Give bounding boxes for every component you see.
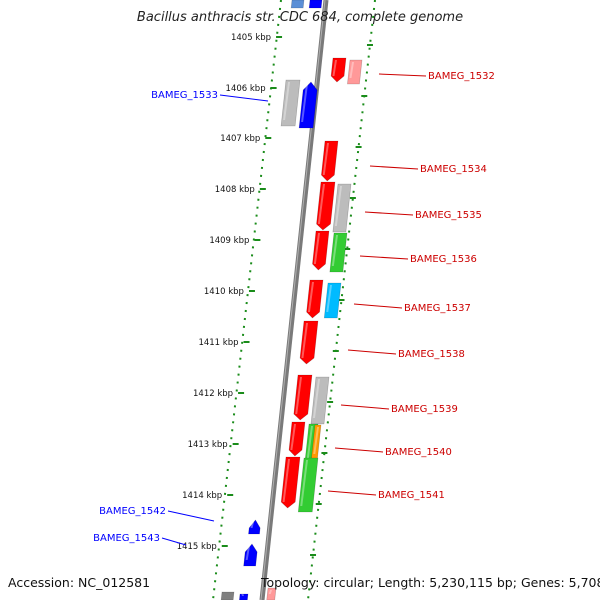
- forward-gene-feature: [299, 320, 319, 365]
- scale-tick-label: 1414 kbp: [182, 491, 222, 501]
- gene-label[interactable]: BAMEG_1536: [410, 254, 477, 265]
- gene-label[interactable]: BAMEG_1535: [415, 210, 482, 221]
- reverse-gene-feature: [248, 519, 261, 535]
- forward-gene-feature-shine: [313, 233, 320, 264]
- forward-gene-feature-shine: [317, 184, 325, 224]
- scale-tick-label: 1410 kbp: [204, 287, 244, 297]
- topology-value: circular;: [323, 575, 374, 590]
- accession-value: NC_012581: [78, 575, 151, 590]
- genome-title: Bacillus anthracis str. CDC 684, complet…: [136, 10, 464, 25]
- gene-label-leader: [167, 510, 215, 522]
- forward-gene-feature: [293, 374, 313, 421]
- orange-feature-shine: [313, 427, 319, 454]
- forward-gene-feature: [288, 421, 306, 457]
- length-value: 5,230,115 bp;: [429, 575, 517, 590]
- scale-ticks: 1405 kbp 1406 kbp 1407 kbp 1408 kbp 1409 kbp…: [177, 33, 283, 552]
- reverse-gene-feature-shine: [250, 522, 254, 528]
- reverse-gene-feature: [308, 0, 323, 9]
- accession-info: Accession: NC_012581: [8, 575, 150, 590]
- reverse-gene-feature: [290, 0, 305, 9]
- pink-feature-shine: [349, 62, 354, 78]
- gene-label[interactable]: BAMEG_1534: [420, 164, 487, 175]
- forward-gene-feature: [280, 456, 301, 509]
- forward-gene-feature: [330, 57, 347, 83]
- gray-feature-shine: [283, 82, 290, 120]
- gene-label-leader: [364, 211, 414, 216]
- gene-label-leader: [327, 490, 377, 496]
- gene-label-leader: [334, 447, 384, 453]
- forward-gene-feature: [306, 279, 324, 319]
- gene-label-leader: [340, 404, 390, 410]
- scale-tick-label: 1407 kbp: [220, 134, 260, 144]
- gene-label-leader: [347, 349, 397, 355]
- forward-gene-feature: [316, 181, 336, 231]
- gene-label[interactable]: BAMEG_1539: [391, 404, 458, 415]
- reverse-gene-feature: [243, 543, 258, 567]
- gray-feature-shine: [334, 186, 342, 226]
- forward-gene-feature-shine: [332, 60, 337, 76]
- gene-label[interactable]: BAMEG_1532: [428, 71, 495, 82]
- reverse-gene-feature-shine: [301, 84, 308, 122]
- gene-label[interactable]: BAMEG_1538: [398, 349, 465, 360]
- green-feature: [329, 232, 348, 273]
- scale-tick-label: 1405 kbp: [231, 33, 271, 43]
- pink-feature-shine: [268, 590, 272, 594]
- forward-gene-feature: [321, 140, 339, 182]
- green-feature: [297, 457, 319, 513]
- forward-gene-feature-shine: [322, 143, 329, 175]
- green-feature-shine: [300, 460, 308, 506]
- label-leaders: [161, 73, 427, 546]
- gray-feature-shine: [312, 379, 320, 418]
- accession-label: Accession:: [8, 575, 75, 590]
- forward-gene-feature-shine: [295, 377, 302, 414]
- gene-label[interactable]: BAMEG_1540: [385, 447, 452, 458]
- scale-tick-label: 1415 kbp: [177, 542, 217, 552]
- pink-feature: [347, 59, 363, 85]
- gene-label-leader: [369, 165, 419, 170]
- cyan-feature: [323, 282, 342, 319]
- genes-label: Genes:: [520, 575, 565, 590]
- reverse-gene-feature-shine: [245, 546, 250, 560]
- gene-label[interactable]: BAMEG_1541: [378, 490, 445, 501]
- forward-gene-feature-shine: [282, 459, 290, 502]
- forward-gene-feature-shine: [307, 282, 314, 312]
- scale-tick-label: 1408 kbp: [215, 185, 255, 195]
- gene-label-leader: [378, 73, 427, 77]
- scale-tick-label: 1406 kbp: [226, 84, 266, 94]
- genes-value: 5,708: [568, 575, 600, 590]
- forward-gene-feature-shine: [301, 323, 308, 358]
- gene-label[interactable]: BAMEG_1542: [99, 506, 166, 517]
- reverse-gene-feature-shine: [241, 594, 244, 596]
- pink-feature: [266, 587, 277, 600]
- genome-stats: Topology: circular; Length: 5,230,115 bp…: [261, 575, 600, 590]
- scale-tick-label: 1412 kbp: [193, 389, 233, 399]
- gene-features: [220, 0, 363, 600]
- reverse-gene-feature: [239, 593, 249, 600]
- scale-tick-label: 1413 kbp: [188, 440, 228, 450]
- gray-feature: [332, 183, 352, 233]
- scale-tick-label: 1411 kbp: [198, 338, 238, 348]
- cyan-feature-shine: [326, 285, 332, 312]
- gene-labels: BAMEG_1532 BAMEG_1533 BAMEG_1534 BAMEG_1535…: [93, 71, 495, 544]
- gene-label-leader: [353, 303, 403, 309]
- gray-feature: [220, 591, 235, 600]
- gene-label[interactable]: BAMEG_1537: [404, 303, 471, 314]
- gray-feature: [280, 79, 301, 127]
- gene-label[interactable]: BAMEG_1543: [93, 533, 160, 544]
- reverse-gene-feature: [298, 81, 318, 129]
- green-feature-shine: [331, 235, 338, 266]
- scale-tick-label: 1409 kbp: [209, 236, 249, 246]
- forward-gene-feature: [312, 230, 330, 271]
- topology-label: Topology:: [261, 575, 320, 590]
- length-label: Length:: [377, 575, 426, 590]
- gene-label-leader: [219, 94, 269, 102]
- gene-label[interactable]: BAMEG_1533: [151, 90, 218, 101]
- gene-label-leader: [161, 537, 187, 546]
- gray-feature: [310, 376, 330, 425]
- green-feature-shine: [306, 426, 313, 464]
- forward-gene-feature-shine: [290, 424, 296, 450]
- gene-label-leader: [359, 255, 409, 260]
